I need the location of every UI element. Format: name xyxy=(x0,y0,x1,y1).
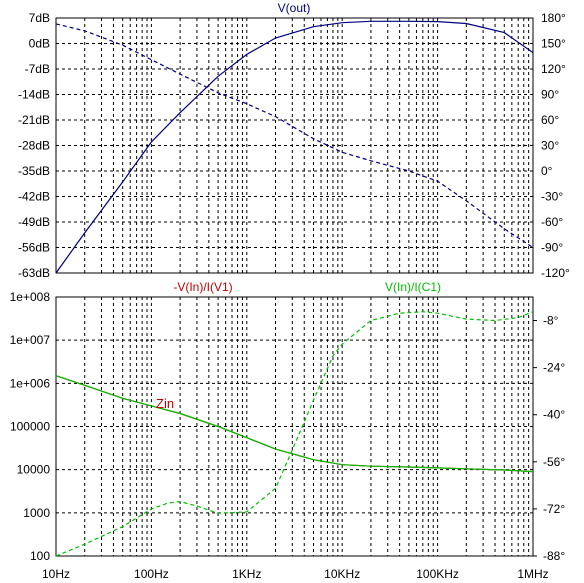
top-panel: 7dB 0dB -7dB -14dB -21dB -28dB -35dB -42dB -49dB… xyxy=(18,1,570,280)
left-tick-label: -28dB xyxy=(18,139,50,153)
bottom-left-ticks: 1e+008 1e+007 1e+006 100000 10000 1000 100 xyxy=(10,290,51,563)
right-tick-label: -8° xyxy=(543,314,559,328)
right-tick-label: -56° xyxy=(543,455,565,469)
right-tick-label: -30° xyxy=(541,190,563,204)
x-tick-label: 1KHz xyxy=(232,567,261,581)
x-tick-label: 100KHz xyxy=(416,567,459,581)
bottom-grid xyxy=(56,297,533,556)
left-tick-label: 100000 xyxy=(10,420,50,434)
left-tick-label: 10000 xyxy=(17,463,51,477)
right-tick-label: 90° xyxy=(541,88,559,102)
x-tick-label: 10Hz xyxy=(42,567,70,581)
right-tick-label: -60° xyxy=(541,215,563,229)
x-tick-label: 10KHz xyxy=(324,567,360,581)
left-tick-label: -56dB xyxy=(18,241,50,255)
right-tick-label: -120° xyxy=(541,266,570,280)
right-tick-label: 30° xyxy=(541,139,559,153)
left-tick-label: -63dB xyxy=(18,266,50,280)
right-tick-label: -72° xyxy=(543,502,565,516)
right-tick-label: -40° xyxy=(543,408,565,422)
left-tick-label: -21dB xyxy=(18,113,50,127)
left-tick-label: 7dB xyxy=(29,11,50,25)
top-series xyxy=(55,20,534,274)
bottom-panel: 1e+008 1e+007 1e+006 100000 10000 1000 100 -8°… xyxy=(10,280,566,563)
right-tick-label: 0° xyxy=(541,164,553,178)
legend-entry-impedance: -V(In)/I(V1) xyxy=(173,280,232,294)
right-tick-label: -90° xyxy=(541,241,563,255)
left-tick-label: 1e+007 xyxy=(10,333,51,347)
left-tick-label: -14dB xyxy=(18,88,50,102)
right-tick-label: 150° xyxy=(541,37,566,51)
bottom-right-ticks: -8° -24° -40° -56° -72° -88° xyxy=(533,314,565,563)
top-grid xyxy=(56,18,533,273)
x-tick-label: 1MHz xyxy=(517,567,548,581)
left-tick-label: -42dB xyxy=(18,190,50,204)
zin-annotation: Zin xyxy=(156,396,174,411)
left-tick-label: 1000 xyxy=(23,506,50,520)
magnitude-series-line xyxy=(55,20,534,274)
bottom-series xyxy=(55,311,534,557)
x-axis-ticks: 10Hz 100Hz 1KHz 10KHz 100KHz 1MHz xyxy=(42,567,549,581)
top-left-ticks: 7dB 0dB -7dB -14dB -21dB -28dB -35dB -42dB -49dB… xyxy=(18,11,50,280)
left-tick-label: 1e+008 xyxy=(10,290,51,304)
left-tick-label: 0dB xyxy=(29,37,50,51)
bottom-plot-area xyxy=(55,296,534,557)
capacitor-magnitude-line xyxy=(55,375,534,473)
left-tick-label: 100 xyxy=(30,549,50,563)
right-tick-label: -24° xyxy=(543,361,565,375)
top-right-ticks: 180° 150° 120° 90° 60° 30° 0° -30° -60° -90° -120° xyxy=(541,11,570,280)
legend-entry-capacitor: V(In)/I(C1) xyxy=(385,280,441,294)
right-tick-label: 120° xyxy=(541,62,566,76)
left-tick-label: -49dB xyxy=(18,215,50,229)
phase-series-line xyxy=(55,23,534,249)
right-tick-label: 60° xyxy=(541,113,559,127)
top-chart-title: V(out) xyxy=(278,1,311,15)
right-tick-label: 180° xyxy=(541,11,566,25)
right-tick-label: -88° xyxy=(543,549,565,563)
left-tick-label: -7dB xyxy=(25,62,50,76)
top-plot-area xyxy=(55,17,534,274)
capacitor-phase-line xyxy=(55,311,534,557)
x-tick-label: 100Hz xyxy=(134,567,169,581)
left-tick-label: 1e+006 xyxy=(10,376,51,390)
left-tick-label: -35dB xyxy=(18,164,50,178)
